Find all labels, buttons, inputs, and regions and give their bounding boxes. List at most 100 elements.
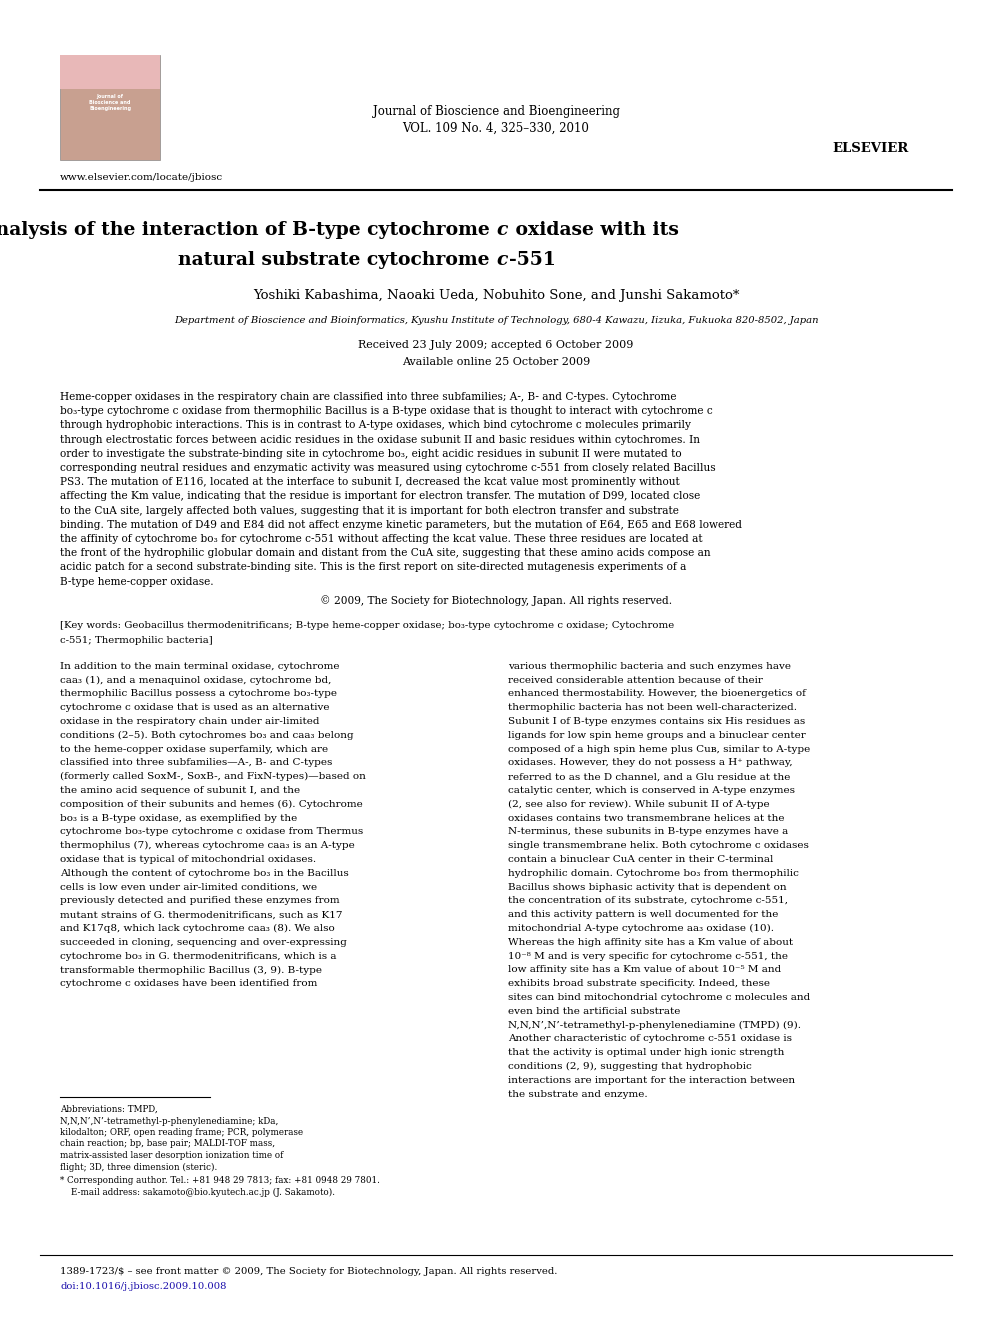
Text: and this activity pattern is well documented for the: and this activity pattern is well docume…: [508, 910, 779, 919]
Text: -551: -551: [509, 251, 556, 269]
Text: ligands for low spin heme groups and a binuclear center: ligands for low spin heme groups and a b…: [508, 730, 806, 740]
Text: succeeded in cloning, sequencing and over-expressing: succeeded in cloning, sequencing and ove…: [60, 938, 347, 947]
Text: contain a binuclear CuA center in their C-terminal: contain a binuclear CuA center in their …: [508, 855, 774, 864]
Text: enhanced thermostability. However, the bioenergetics of: enhanced thermostability. However, the b…: [508, 689, 806, 699]
Text: Journal of
Bioscience and
Bioengineering: Journal of Bioscience and Bioengineering: [89, 94, 131, 111]
Text: bo₃-type cytochrome c oxidase from thermophilic Bacillus is a B-type oxidase tha: bo₃-type cytochrome c oxidase from therm…: [60, 406, 712, 417]
Text: c-551; Thermophilic bacteria]: c-551; Thermophilic bacteria]: [60, 635, 212, 644]
Text: * Corresponding author. Tel.: +81 948 29 7813; fax: +81 0948 29 7801.: * Corresponding author. Tel.: +81 948 29…: [60, 1176, 380, 1185]
Text: through electrostatic forces between acidic residues in the oxidase subunit II a: through electrostatic forces between aci…: [60, 434, 700, 445]
Text: In addition to the main terminal oxidase, cytochrome: In addition to the main terminal oxidase…: [60, 662, 339, 671]
Text: natural substrate cytochrome: natural substrate cytochrome: [178, 251, 496, 269]
Text: caa₃ (1), and a menaquinol oxidase, cytochrome bd,: caa₃ (1), and a menaquinol oxidase, cyto…: [60, 676, 331, 685]
Text: classified into three subfamilies—A-, B- and C-types: classified into three subfamilies—A-, B-…: [60, 758, 332, 767]
Text: low affinity site has a Km value of about 10⁻⁵ M and: low affinity site has a Km value of abou…: [508, 966, 782, 975]
Text: even bind the artificial substrate: even bind the artificial substrate: [508, 1007, 681, 1016]
Text: cells is low even under air-limited conditions, we: cells is low even under air-limited cond…: [60, 882, 317, 892]
Text: B-type heme-copper oxidase.: B-type heme-copper oxidase.: [60, 577, 213, 586]
Text: the amino acid sequence of subunit I, and the: the amino acid sequence of subunit I, an…: [60, 786, 301, 795]
Text: referred to as the D channel, and a Glu residue at the: referred to as the D channel, and a Glu …: [508, 773, 791, 781]
Text: Whereas the high affinity site has a Km value of about: Whereas the high affinity site has a Km …: [508, 938, 794, 947]
Text: cytochrome c oxidases have been identified from: cytochrome c oxidases have been identifi…: [60, 979, 317, 988]
Text: Department of Bioscience and Bioinformatics, Kyushu Institute of Technology, 680: Department of Bioscience and Bioinformat…: [174, 315, 818, 324]
Text: interactions are important for the interaction between: interactions are important for the inter…: [508, 1076, 796, 1085]
Text: www.elsevier.com/locate/jbiosc: www.elsevier.com/locate/jbiosc: [60, 173, 223, 183]
Text: binding. The mutation of D49 and E84 did not affect enzyme kinetic parameters, b: binding. The mutation of D49 and E84 did…: [60, 520, 742, 529]
Text: mitochondrial A-type cytochrome aa₃ oxidase (10).: mitochondrial A-type cytochrome aa₃ oxid…: [508, 923, 774, 933]
Text: 1389-1723/$ – see front matter © 2009, The Society for Biotechnology, Japan. All: 1389-1723/$ – see front matter © 2009, T…: [60, 1267, 558, 1275]
Text: that the activity is optimal under high ionic strength: that the activity is optimal under high …: [508, 1048, 785, 1057]
Text: to the heme-copper oxidase superfamily, which are: to the heme-copper oxidase superfamily, …: [60, 745, 328, 754]
Text: N-terminus, these subunits in B-type enzymes have a: N-terminus, these subunits in B-type enz…: [508, 827, 789, 836]
Text: hydrophilic domain. Cytochrome bo₃ from thermophilic: hydrophilic domain. Cytochrome bo₃ from …: [508, 869, 799, 877]
Text: Abbreviations: TMPD,: Abbreviations: TMPD,: [60, 1105, 158, 1114]
Text: received considerable attention because of their: received considerable attention because …: [508, 676, 763, 684]
Text: ELSEVIER: ELSEVIER: [832, 142, 908, 155]
Text: thermophilus (7), whereas cytochrome caa₃ is an A-type: thermophilus (7), whereas cytochrome caa…: [60, 841, 355, 851]
Text: through hydrophobic interactions. This is in contrast to A-type oxidases, which : through hydrophobic interactions. This i…: [60, 421, 690, 430]
Text: Journal of Bioscience and Bioengineering: Journal of Bioscience and Bioengineering: [373, 106, 619, 119]
Text: © 2009, The Society for Biotechnology, Japan. All rights reserved.: © 2009, The Society for Biotechnology, J…: [320, 595, 672, 606]
Text: thermophilic bacteria has not been well-characterized.: thermophilic bacteria has not been well-…: [508, 704, 797, 712]
Text: oxidase that is typical of mitochondrial oxidases.: oxidase that is typical of mitochondrial…: [60, 855, 316, 864]
Text: flight; 3D, three dimension (steric).: flight; 3D, three dimension (steric).: [60, 1163, 217, 1172]
Text: transformable thermophilic Bacillus (3, 9). B-type: transformable thermophilic Bacillus (3, …: [60, 966, 322, 975]
Text: cytochrome bo₃-type cytochrome c oxidase from Thermus: cytochrome bo₃-type cytochrome c oxidase…: [60, 827, 363, 836]
Text: oxidases. However, they do not possess a H⁺ pathway,: oxidases. However, they do not possess a…: [508, 758, 793, 767]
Text: 10⁻⁸ M and is very specific for cytochrome c-551, the: 10⁻⁸ M and is very specific for cytochro…: [508, 951, 788, 960]
Text: cytochrome bo₃ in G. thermodenitrificans, which is a: cytochrome bo₃ in G. thermodenitrificans…: [60, 951, 336, 960]
Text: corresponding neutral residues and enzymatic activity was measured using cytochr: corresponding neutral residues and enzym…: [60, 463, 715, 474]
Text: composed of a high spin heme plus Cuʙ, similar to A-type: composed of a high spin heme plus Cuʙ, s…: [508, 745, 810, 754]
Text: [Key words: Geobacillus thermodenitrificans; B-type heme-copper oxidase; bo₃-typ: [Key words: Geobacillus thermodenitrific…: [60, 620, 675, 630]
Text: various thermophilic bacteria and such enzymes have: various thermophilic bacteria and such e…: [508, 662, 791, 671]
Text: PS3. The mutation of E116, located at the interface to subunit I, decreased the : PS3. The mutation of E116, located at th…: [60, 478, 680, 487]
Text: kilodalton; ORF, open reading frame; PCR, polymerase: kilodalton; ORF, open reading frame; PCR…: [60, 1129, 304, 1136]
Text: conditions (2–5). Both cytochromes bo₃ and caa₃ belong: conditions (2–5). Both cytochromes bo₃ a…: [60, 730, 353, 740]
Text: oxidases contains two transmembrane helices at the: oxidases contains two transmembrane heli…: [508, 814, 785, 823]
Text: sites can bind mitochondrial cytochrome c molecules and: sites can bind mitochondrial cytochrome …: [508, 994, 810, 1002]
Text: c: c: [496, 251, 507, 269]
Text: composition of their subunits and hemes (6). Cytochrome: composition of their subunits and hemes …: [60, 800, 363, 808]
Text: bo₃ is a B-type oxidase, as exemplified by the: bo₃ is a B-type oxidase, as exemplified …: [60, 814, 298, 823]
Text: Available online 25 October 2009: Available online 25 October 2009: [402, 357, 590, 366]
Text: N,N,N’,N’-tetramethyl-p-phenylenediamine; kDa,: N,N,N’,N’-tetramethyl-p-phenylenediamine…: [60, 1117, 279, 1126]
Text: to the CuA site, largely affected both values, suggesting that it is important f: to the CuA site, largely affected both v…: [60, 505, 679, 516]
Text: previously detected and purified these enzymes from: previously detected and purified these e…: [60, 897, 339, 905]
Text: acidic patch for a second substrate-binding site. This is the first report on si: acidic patch for a second substrate-bind…: [60, 562, 686, 573]
Text: exhibits broad substrate specificity. Indeed, these: exhibits broad substrate specificity. In…: [508, 979, 770, 988]
Text: and K17q8, which lack cytochrome caa₃ (8). We also: and K17q8, which lack cytochrome caa₃ (8…: [60, 923, 334, 933]
Text: Yoshiki Kabashima, Naoaki Ueda, Nobuhito Sone, and Junshi Sakamoto*: Yoshiki Kabashima, Naoaki Ueda, Nobuhito…: [253, 288, 739, 302]
Text: Mutation analysis of the interaction of B-type cytochrome: Mutation analysis of the interaction of …: [0, 221, 496, 239]
Text: the substrate and enzyme.: the substrate and enzyme.: [508, 1090, 648, 1098]
Text: (2, see also for review). While subunit II of A-type: (2, see also for review). While subunit …: [508, 800, 770, 808]
Text: thermophilic Bacillus possess a cytochrome bo₃-type: thermophilic Bacillus possess a cytochro…: [60, 689, 337, 699]
Text: Another characteristic of cytochrome c-551 oxidase is: Another characteristic of cytochrome c-5…: [508, 1035, 792, 1044]
Text: (formerly called SoxM-, SoxB-, and FixN-types)—based on: (formerly called SoxM-, SoxB-, and FixN-…: [60, 773, 366, 782]
Text: Subunit I of B-type enzymes contains six His residues as: Subunit I of B-type enzymes contains six…: [508, 717, 806, 726]
Text: cytochrome c oxidase that is used as an alternative: cytochrome c oxidase that is used as an …: [60, 704, 329, 712]
Text: matrix-assisted laser desorption ionization time of: matrix-assisted laser desorption ionizat…: [60, 1151, 284, 1160]
Text: single transmembrane helix. Both cytochrome c oxidases: single transmembrane helix. Both cytochr…: [508, 841, 808, 851]
Text: conditions (2, 9), suggesting that hydrophobic: conditions (2, 9), suggesting that hydro…: [508, 1062, 752, 1072]
Text: chain reaction; bp, base pair; MALDI-TOF mass,: chain reaction; bp, base pair; MALDI-TOF…: [60, 1139, 275, 1148]
Text: N,N,N’,N’-tetramethyl-p-phenylenediamine (TMPD) (9).: N,N,N’,N’-tetramethyl-p-phenylenediamine…: [508, 1020, 801, 1029]
Text: Bacillus shows biphasic activity that is dependent on: Bacillus shows biphasic activity that is…: [508, 882, 787, 892]
Text: affecting the Km value, indicating that the residue is important for electron tr: affecting the Km value, indicating that …: [60, 491, 700, 501]
Text: oxidase in the respiratory chain under air-limited: oxidase in the respiratory chain under a…: [60, 717, 319, 726]
Text: the affinity of cytochrome bo₃ for cytochrome c-551 without affecting the kcat v: the affinity of cytochrome bo₃ for cytoc…: [60, 534, 702, 544]
Text: doi:10.1016/j.jbiosc.2009.10.008: doi:10.1016/j.jbiosc.2009.10.008: [60, 1282, 226, 1291]
Text: oxidase with its: oxidase with its: [509, 221, 679, 239]
Bar: [60, 56, 160, 89]
Text: order to investigate the substrate-binding site in cytochrome bo₃, eight acidic : order to investigate the substrate-bindi…: [60, 448, 682, 459]
Bar: [60, 56, 160, 160]
Text: Received 23 July 2009; accepted 6 October 2009: Received 23 July 2009; accepted 6 Octobe…: [358, 340, 634, 351]
Text: the front of the hydrophilic globular domain and distant from the CuA site, sugg: the front of the hydrophilic globular do…: [60, 548, 710, 558]
Text: mutant strains of G. thermodenitrificans, such as K17: mutant strains of G. thermodenitrificans…: [60, 910, 342, 919]
Text: Heme-copper oxidases in the respiratory chain are classified into three subfamil: Heme-copper oxidases in the respiratory …: [60, 392, 677, 402]
Text: the concentration of its substrate, cytochrome c-551,: the concentration of its substrate, cyto…: [508, 897, 788, 905]
Text: c: c: [496, 221, 507, 239]
Text: VOL. 109 No. 4, 325–330, 2010: VOL. 109 No. 4, 325–330, 2010: [403, 122, 589, 135]
Text: E-mail address: sakamoto@bio.kyutech.ac.jp (J. Sakamoto).: E-mail address: sakamoto@bio.kyutech.ac.…: [60, 1188, 335, 1197]
Text: Although the content of cytochrome bo₃ in the Bacillus: Although the content of cytochrome bo₃ i…: [60, 869, 349, 877]
Text: catalytic center, which is conserved in A-type enzymes: catalytic center, which is conserved in …: [508, 786, 795, 795]
